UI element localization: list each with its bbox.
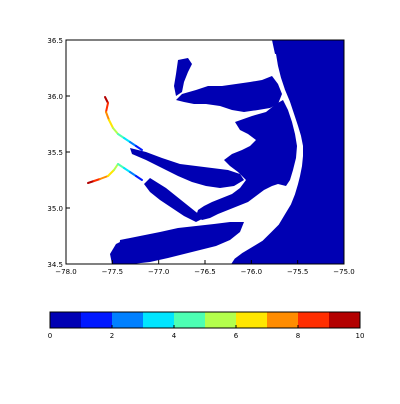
river-segment: [117, 163, 125, 169]
colorbar-bin: [81, 312, 112, 328]
river-segment: [104, 96, 109, 104]
y-tick-label: 35.0: [47, 205, 63, 213]
southern-lagoon: [118, 222, 244, 264]
y-axis: 36.5 36.0 35.5 35.0 34.5: [47, 37, 70, 269]
colorbar-bin: [143, 312, 174, 328]
lower-estuary: [144, 178, 204, 222]
colorbar-tick-label: 8: [296, 332, 300, 340]
river-segment: [123, 137, 131, 143]
river-segment: [99, 175, 109, 180]
x-tick-label: −75.5: [287, 268, 308, 276]
neuse-river: [130, 148, 244, 188]
y-tick-label: 36.5: [47, 37, 63, 45]
colorbar-bin: [50, 312, 81, 328]
river-segment: [135, 175, 143, 181]
colorbar-tick-label: 2: [110, 332, 114, 340]
river-segment: [87, 180, 95, 184]
river-segment: [129, 141, 137, 147]
x-tick-label: −76.0: [241, 268, 262, 276]
cape-bay: [110, 240, 128, 264]
colorbar-bin: [267, 312, 298, 328]
y-tick-label: 35.5: [47, 149, 63, 157]
river-segment: [93, 178, 101, 182]
river-segment: [113, 163, 119, 171]
colorbar-tick-label: 4: [172, 332, 177, 340]
colorbar-tick-label: 0: [48, 332, 52, 340]
pamlico-sound: [196, 100, 297, 220]
x-axis: −78.0 −77.5 −77.0 −76.5 −76.0 −75.5 −75.0: [55, 260, 355, 276]
colorbar-frame: [49, 311, 361, 329]
river-segment: [117, 133, 125, 139]
barrier-island: [229, 53, 303, 264]
x-tick-label: −75.0: [333, 268, 354, 276]
colorbar-bin: [236, 312, 267, 328]
x-tick-label: −76.5: [194, 268, 215, 276]
ocean-region: [230, 40, 344, 264]
river-segment: [135, 145, 143, 151]
river-segment: [129, 171, 137, 177]
river-segment: [107, 169, 115, 177]
x-tick-label: −78.0: [55, 268, 76, 276]
river-segment: [123, 167, 131, 173]
y-tick-label: 36.0: [47, 93, 63, 101]
river-layer: [87, 96, 143, 184]
colorbar: 0 2 4 6 8 10: [48, 311, 365, 340]
colorbar-tick-label: 10: [356, 332, 365, 340]
colorbar-bin: [329, 312, 360, 328]
x-tick-label: −77.5: [102, 268, 123, 276]
colorbar-bin: [112, 312, 143, 328]
river-segment: [112, 127, 119, 135]
water-layer: [110, 40, 344, 264]
albemarle-sound: [176, 76, 282, 112]
x-tick-label: −77.0: [148, 268, 169, 276]
colorbar-tick-label: 6: [234, 332, 239, 340]
colorbar-bin: [205, 312, 236, 328]
river-segment: [108, 119, 114, 129]
river-segment: [105, 102, 109, 113]
colorbar-bin: [174, 312, 205, 328]
colorbar-bin: [298, 312, 329, 328]
upper-creek: [174, 58, 192, 96]
y-tick-label: 34.5: [47, 261, 63, 269]
river-segment: [105, 111, 110, 121]
